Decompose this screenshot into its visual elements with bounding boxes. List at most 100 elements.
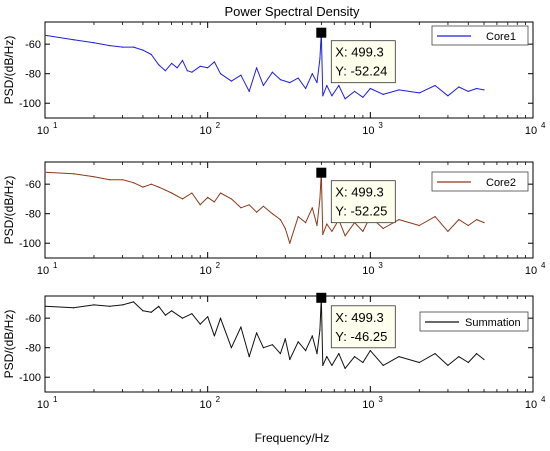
y-axis-label: PSD/(dB/Hz) [2,310,16,379]
x-axis-label: Frequency/Hz [255,431,330,445]
x-tick-exponent: 4 [541,121,546,130]
data-point [93,176,95,178]
plot-area [44,295,534,393]
data-point [483,89,485,91]
data-point [476,87,478,90]
data-point [164,70,166,72]
x-tick-label: 10 [37,265,49,277]
legend-box [431,171,529,192]
datatip: X: 499.3 Y: -52.25 [316,167,396,224]
data-point [164,189,166,191]
y-ticks: -60 -80 -100 [19,179,533,250]
data-point [150,183,152,185]
y-axis-label: PSD/(dB/Hz) [2,176,16,245]
data-point [369,350,371,352]
data-point [311,73,313,75]
data-point [44,34,46,36]
data-point [319,58,321,60]
data-point [122,304,124,306]
data-point [150,311,152,313]
data-point [398,219,400,221]
data-point [279,79,281,81]
data-point [158,64,160,66]
data-point [142,310,144,312]
panel-core2: -60 -80 -100 10 1 10 2 10 3 10 4 PSD/(dB/Hz) X: 4… [2,161,546,277]
x-tick-label: 10 [200,265,212,277]
x-tick-exponent: 3 [378,261,383,270]
x-tick-label: 10 [525,125,537,137]
data-point [338,84,340,87]
data-point [382,227,384,230]
datatip-y: Y: -52.25 [335,204,387,219]
data-point [207,67,209,69]
data-point [158,305,160,307]
data-point [319,198,321,200]
data-point [191,192,193,194]
data-point [164,314,166,316]
data-point [230,347,232,349]
datatip-x: X: 499.3 [335,45,383,60]
data-point [191,71,193,73]
y-ticks: -60 -80 -100 [19,313,533,384]
x-tick-label: 10 [37,399,49,411]
data-point [447,95,449,97]
legend-label: Core1 [486,31,516,43]
data-point [219,317,222,319]
data-point [181,198,184,200]
data-point [73,307,75,309]
x-ticks: 10 1 10 2 10 3 10 4 [37,162,546,277]
x-tick-label: 10 [37,125,49,137]
x-ticks: 10 1 10 2 10 3 10 4 [37,296,546,411]
data-point [142,186,144,188]
data-point [191,313,193,315]
data-point [331,95,333,97]
y-tick-label: -100 [19,372,41,384]
data-point [322,95,324,97]
series-group [44,297,485,369]
data-point [311,207,313,209]
panel-summation: -60 -80 -100 10 1 10 2 10 3 10 4 PSD/(dB/Hz) X: 4… [2,292,546,411]
data-point [338,353,340,355]
data-point [344,98,346,100]
data-point [44,171,46,173]
data-point [289,242,291,244]
data-point [447,364,449,366]
data-point [467,224,469,227]
data-point [171,62,173,64]
data-point [44,305,46,307]
data-point [207,316,209,318]
data-point [213,335,215,337]
data-point [256,332,258,334]
data-point [93,42,95,44]
x-tick-exponent: 1 [53,121,58,130]
data-point [132,301,135,303]
data-point [418,224,420,227]
x-tick-exponent: 4 [541,395,546,404]
legend-box [431,25,529,46]
data-point [467,90,469,92]
y-tick-label: -80 [25,343,41,355]
data-point [181,317,184,319]
x-tick-label: 10 [525,265,537,277]
x-tick-exponent: 1 [53,395,58,404]
x-tick-label: 10 [362,125,374,137]
data-point [418,92,420,94]
data-point [458,219,460,221]
y-ticks: -60 -80 -100 [19,39,533,110]
data-point [382,93,384,95]
data-point [458,86,460,88]
datatip-marker [316,167,327,178]
x-tick-label: 10 [362,399,374,411]
data-point [476,353,478,355]
data-point [73,39,75,41]
data-point [199,65,201,67]
data-point [418,361,420,364]
series-line-core1 [44,32,485,100]
x-tick-exponent: 2 [216,121,221,130]
x-tick-label: 10 [200,125,212,137]
data-point [199,323,201,325]
data-point [434,216,436,218]
data-point [132,46,135,48]
data-point [181,59,184,62]
